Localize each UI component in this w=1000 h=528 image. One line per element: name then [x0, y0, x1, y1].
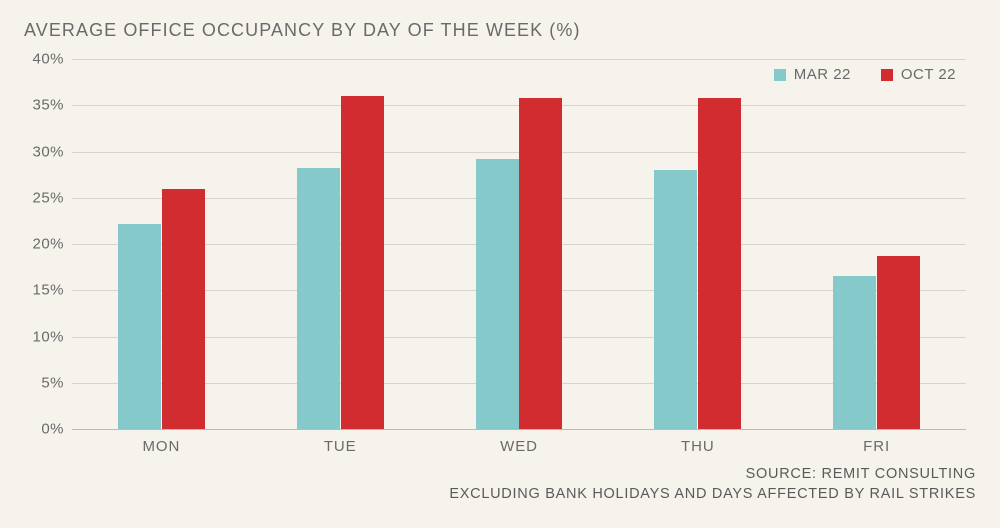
- footer-source: SOURCE: REMIT CONSULTING: [24, 465, 976, 485]
- x-tick-label: FRI: [863, 438, 890, 455]
- bar: [833, 276, 876, 429]
- x-axis: MON TUE WED THU FRI: [72, 429, 966, 459]
- y-tick-label: 20%: [24, 236, 64, 253]
- footer-note: EXCLUDING BANK HOLIDAYS AND DAYS AFFECTE…: [24, 485, 976, 505]
- bar: [654, 170, 697, 429]
- chart-title: AVERAGE OFFICE OCCUPANCY BY DAY OF THE W…: [24, 20, 976, 41]
- y-tick-label: 5%: [24, 374, 64, 391]
- bar: [476, 159, 519, 429]
- x-tick-label: THU: [681, 438, 715, 455]
- y-tick-label: 0%: [24, 421, 64, 438]
- chart-footer: SOURCE: REMIT CONSULTING EXCLUDING BANK …: [24, 465, 976, 504]
- plot-area: 0%5%10%15%20%25%30%35%40%: [72, 59, 966, 429]
- bar: [118, 224, 161, 429]
- y-tick-label: 40%: [24, 51, 64, 68]
- x-tick-label: TUE: [324, 438, 357, 455]
- y-tick-label: 25%: [24, 189, 64, 206]
- bar: [877, 256, 920, 429]
- bar: [341, 96, 384, 429]
- x-tick-label: WED: [500, 438, 538, 455]
- gridline: [72, 59, 966, 60]
- y-tick-label: 35%: [24, 97, 64, 114]
- bar: [519, 98, 562, 429]
- y-tick-label: 15%: [24, 282, 64, 299]
- bar: [698, 98, 741, 429]
- x-tick-label: MON: [143, 438, 181, 455]
- chart-area: 0%5%10%15%20%25%30%35%40% MON TUE WED THU FR…: [72, 49, 966, 459]
- y-tick-label: 30%: [24, 143, 64, 160]
- bar: [162, 189, 205, 429]
- y-tick-label: 10%: [24, 328, 64, 345]
- bar: [297, 168, 340, 429]
